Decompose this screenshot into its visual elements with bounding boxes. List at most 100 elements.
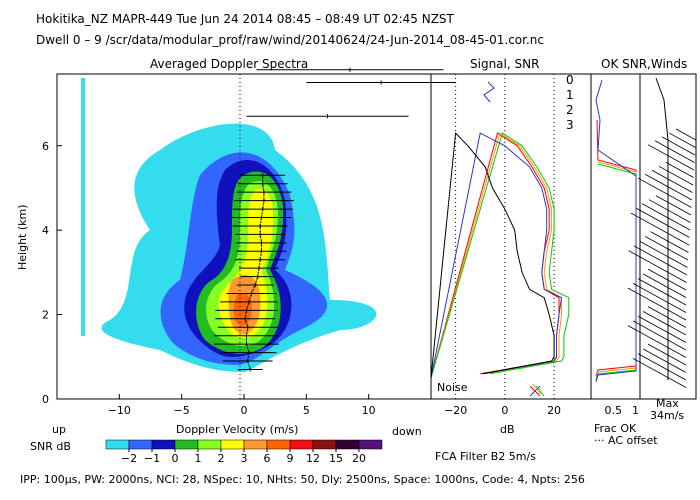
wind-barb	[633, 245, 688, 276]
wind-barb	[648, 199, 691, 223]
signal-series-line-signal	[430, 131, 555, 378]
signal-frame	[430, 73, 592, 400]
spectra-xlabel: Doppler Velocity (m/s)	[176, 423, 299, 436]
wind-barb	[665, 162, 694, 178]
wind-barb	[637, 315, 687, 343]
signal-series-line-3	[430, 132, 563, 378]
fca-filter-label: FCA Filter B2 5m/s	[435, 450, 536, 463]
wind-barb	[627, 325, 687, 358]
ok-frame	[590, 73, 697, 400]
wind-barb	[668, 132, 696, 148]
header-title: Hokitika_NZ MAPR-449 Tue Jun 24 2014 08:…	[36, 12, 454, 26]
signal-x-axis: −20 0 20	[444, 404, 561, 417]
max-value: 34m/s	[650, 409, 685, 422]
mean-velocity-line	[244, 175, 265, 370]
colorbar-swatch	[151, 439, 176, 450]
spectra-xtick-label: 10	[362, 404, 376, 417]
max-label: Max	[656, 397, 679, 410]
wind-barb	[647, 144, 695, 171]
ok-xtick-label: 0.5	[605, 404, 623, 417]
signal-panel: −20 0 20	[430, 73, 592, 417]
signal-top-squiggle	[483, 81, 495, 103]
wind-barb	[647, 343, 687, 366]
snr-strip-left	[81, 78, 85, 336]
signal-series-line-0	[430, 132, 560, 379]
ac-offset-label: ··· AC offset	[594, 434, 658, 447]
spectra-ytick-label: 0	[42, 393, 49, 406]
colorbar-tick-label: 6	[264, 452, 271, 465]
beam-label-2: 2	[566, 103, 574, 117]
wind-barb	[637, 353, 687, 381]
colorbar-tick-label: −1	[144, 452, 160, 465]
spectra-y-axis: 0 2 4 6	[42, 140, 62, 406]
wind-barb	[632, 357, 687, 388]
wind-profile	[627, 77, 697, 388]
colorbar-swatch	[335, 439, 360, 450]
wind-barb	[637, 278, 687, 306]
wind-barb	[675, 128, 697, 141]
colorbar-swatch	[358, 439, 383, 450]
ok-xtick-label: 1	[632, 404, 639, 417]
wind-barb	[627, 287, 687, 321]
spectra-xtick-label: −10	[108, 404, 131, 417]
noise-markers	[529, 383, 545, 397]
signal-xtick-label: 0	[501, 404, 508, 417]
colorbar-tick-label: 12	[306, 452, 320, 465]
spectra-ylabel: Height (km)	[16, 204, 29, 270]
wind-barb	[632, 320, 687, 351]
noise-label: Noise	[437, 381, 468, 394]
wind-barb	[644, 235, 689, 261]
colorbar-swatch	[289, 439, 314, 450]
mean-velocity-profile	[214, 67, 456, 372]
beam-label-3: 3	[566, 118, 574, 132]
colorbar-swatch	[243, 439, 268, 450]
wind-barb	[636, 207, 690, 238]
snr-contour-deep-orange	[233, 293, 252, 326]
spectra-ytick-label: 2	[42, 309, 49, 322]
ok-title: OK SNR,Winds	[601, 57, 688, 71]
colorbar-swatch	[220, 439, 245, 450]
spectra-x-axis: −10 −5 0 5 10	[108, 394, 376, 417]
wind-barb	[632, 282, 687, 313]
spectra-xtick-label: 5	[303, 404, 310, 417]
wind-barb	[647, 268, 687, 291]
wind-barb	[661, 136, 696, 156]
colorbar-swatch	[312, 439, 337, 450]
colorbar-swatch	[174, 439, 199, 450]
wind-barb	[628, 250, 687, 283]
snr-colorbar: −2 −1 0 1 2 3 6 9 12 15 20	[105, 439, 383, 465]
signal-xlabel: dB	[500, 423, 515, 436]
wind-barb	[639, 240, 688, 268]
signal-xtick-label: −20	[444, 404, 467, 417]
wind-barb	[642, 348, 687, 373]
footer-params: IPP: 100μs, PW: 2000ns, NCI: 28, NSpec: …	[20, 473, 585, 486]
colorbar-swatch	[197, 439, 222, 450]
colorbar-swatch	[266, 439, 291, 450]
colorbar-tick-label: −2	[121, 452, 137, 465]
spectra-xtick-label: −5	[174, 404, 190, 417]
beam-label-0: 0	[566, 73, 574, 87]
colorbar-tick-label: 0	[172, 452, 179, 465]
signal-xtick-label: 20	[547, 404, 561, 417]
wind-barb	[642, 273, 687, 298]
header-file-path: Dwell 0 – 9 /scr/data/modular_prof/raw/w…	[36, 33, 544, 47]
spectra-ytick-label: 4	[42, 224, 49, 237]
wind-barb	[658, 165, 694, 186]
ok-panel: 0.5 1	[590, 73, 697, 417]
wind-barb	[637, 177, 692, 208]
colorbar-swatch	[105, 439, 130, 450]
frac-ok-label: Frac OK	[594, 422, 637, 435]
colorbar-tick-label: 20	[352, 452, 366, 465]
frac-ok-lines	[595, 79, 637, 383]
signal-series-line-1	[430, 132, 562, 379]
ok-x-axis: 0.5 1	[605, 404, 640, 417]
snr-db-label: SNR dB	[30, 440, 71, 453]
up-label: up	[52, 423, 66, 436]
spectra-ytick-label: 6	[42, 140, 49, 153]
colorbar-tick-label: 2	[218, 452, 225, 465]
colorbar-tick-label: 9	[287, 452, 294, 465]
wind-direction-line	[655, 77, 669, 380]
wind-barb	[654, 140, 695, 163]
signal-title: Signal, SNR	[470, 57, 540, 71]
